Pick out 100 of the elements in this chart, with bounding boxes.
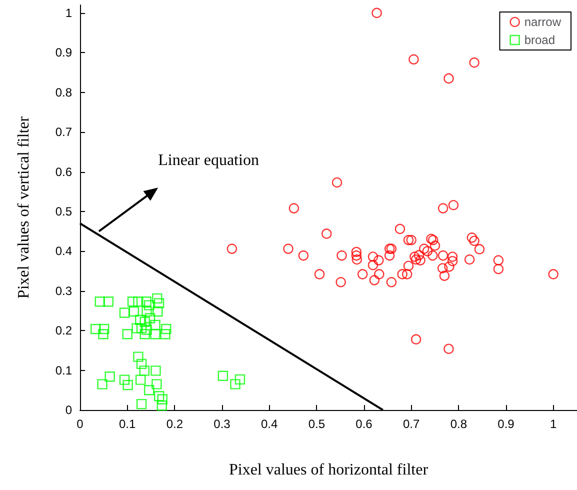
point: [119, 374, 130, 385]
point: [493, 255, 504, 266]
point: [322, 228, 332, 239]
x-tick-label: 0.2: [166, 417, 184, 431]
point: [351, 250, 362, 261]
point: [474, 244, 485, 254]
x-axis-title: Pixel values of horizontal filter: [228, 462, 429, 478]
point: [336, 277, 346, 288]
point: [444, 262, 454, 272]
point: [119, 308, 130, 318]
point: [144, 300, 154, 310]
point: [438, 203, 448, 214]
y-tick-label: 0.7: [55, 125, 72, 140]
point: [548, 269, 558, 280]
annotation: Linear equation: [158, 152, 259, 170]
point: [135, 374, 146, 385]
point: [104, 372, 115, 382]
point: [402, 269, 412, 280]
x-tick-label: 0.9: [498, 417, 515, 431]
point: [408, 54, 419, 64]
point: [352, 254, 362, 265]
y-tick-label: 0.6: [55, 164, 72, 179]
point: [99, 324, 110, 334]
point: [127, 296, 138, 307]
point: [136, 358, 147, 370]
point: [122, 329, 132, 340]
x-tick-label: 1: [550, 417, 557, 431]
point: [447, 256, 458, 266]
point: [98, 329, 108, 340]
point: [439, 270, 450, 281]
point: [374, 255, 384, 266]
point: [332, 177, 342, 188]
point: [438, 250, 448, 261]
point: [140, 329, 150, 340]
point: [218, 370, 228, 381]
x-tick-label: 0: [76, 417, 84, 431]
point: [414, 250, 424, 260]
point: [394, 224, 406, 234]
point: [406, 234, 416, 246]
point: [152, 306, 163, 317]
y-tick-label: 0.4: [55, 244, 72, 258]
point: [142, 324, 152, 335]
point: [152, 293, 162, 304]
point: [154, 391, 164, 402]
point: [384, 250, 395, 261]
point: [234, 374, 246, 385]
point: [157, 394, 168, 404]
point: [133, 352, 144, 362]
point: [437, 263, 448, 274]
legend-label: narrow: [524, 15, 562, 29]
point: [122, 380, 133, 390]
point: [140, 316, 150, 327]
point: [283, 244, 294, 254]
point: [94, 296, 105, 307]
point: [430, 240, 440, 251]
x-tick-label: 0.1: [118, 417, 136, 431]
point: [144, 313, 156, 324]
x-tick-label: 0.5: [308, 417, 326, 431]
point: [144, 385, 154, 396]
point: [410, 334, 422, 344]
point: [103, 296, 114, 307]
point: [336, 250, 347, 261]
point: [464, 254, 475, 265]
point: [161, 324, 172, 334]
point: [156, 400, 167, 411]
legend-label: broad: [524, 33, 556, 47]
point: [90, 324, 101, 334]
point: [403, 234, 414, 246]
point: [351, 246, 362, 258]
point: [128, 306, 140, 317]
point: [141, 296, 152, 307]
point: [374, 269, 384, 280]
point: [428, 250, 438, 261]
point: [397, 269, 408, 280]
point: [469, 57, 480, 68]
point: [314, 269, 325, 280]
point: [150, 329, 160, 340]
point: [160, 329, 170, 340]
point: [386, 277, 397, 288]
point: [226, 244, 238, 254]
point: [372, 8, 382, 18]
y-tick-label: 0.5: [55, 204, 72, 218]
y-tick-label: 0: [65, 403, 72, 417]
x-tick-label: 0.8: [450, 417, 468, 431]
point: [136, 323, 147, 334]
point: [469, 236, 480, 246]
point: [136, 398, 147, 410]
point: [133, 296, 144, 307]
point: [447, 252, 458, 262]
point: [135, 314, 146, 325]
point: [422, 246, 433, 256]
point: [154, 298, 164, 308]
point: [150, 320, 160, 330]
point: [152, 379, 162, 390]
point: [466, 232, 478, 243]
y-tick-label: 0.2: [55, 324, 72, 338]
x-tick-label: 0.7: [402, 417, 420, 431]
y-tick-label: 1: [65, 6, 72, 20]
point: [369, 275, 380, 286]
point: [357, 269, 368, 280]
